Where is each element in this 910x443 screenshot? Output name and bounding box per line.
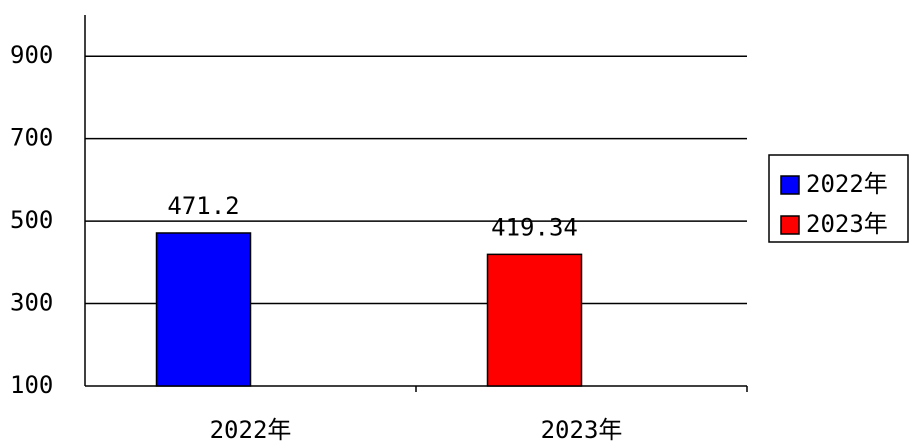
bar <box>155 232 252 387</box>
data-label: 419.34 <box>491 213 578 241</box>
legend-label: 2023年 <box>806 210 888 238</box>
legend-box <box>768 154 909 243</box>
y-tick-label: 500 <box>10 206 53 234</box>
legend-label: 2022年 <box>806 170 888 198</box>
y-tick-label: 300 <box>10 289 53 317</box>
y-tick-label: 900 <box>10 41 53 69</box>
x-tick-label: 2022年 <box>210 416 292 443</box>
legend-swatch <box>780 215 800 235</box>
x-tick-label: 2023年 <box>541 416 623 443</box>
legend-swatch <box>780 175 800 195</box>
bar <box>486 253 583 387</box>
y-tick-label: 100 <box>10 371 53 399</box>
data-label: 471.2 <box>167 192 239 220</box>
y-tick-label: 700 <box>10 124 53 152</box>
